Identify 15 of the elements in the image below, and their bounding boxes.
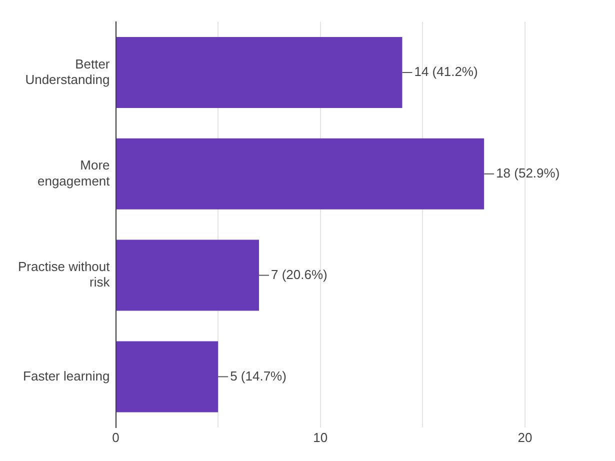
y-tick-label: Better Understanding [25,56,110,87]
bar [116,341,218,412]
x-tick-label: 20 [518,430,532,445]
bar [116,37,402,108]
bar [116,138,484,210]
x-tick-label: 0 [112,430,120,445]
y-tick-label: Faster learning [23,368,110,384]
data-label: 7 (20.6%) [270,266,328,282]
data-label: 18 (52.9%) [496,165,560,180]
y-tick-label: More engagement [37,158,110,188]
y-tick-label: Practise without risk [18,259,110,290]
x-tick-label: 10 [313,430,328,445]
data-label: 14 (41.2%) [414,64,478,80]
bar [116,240,259,311]
data-label: 5 (14.7%) [230,368,286,384]
